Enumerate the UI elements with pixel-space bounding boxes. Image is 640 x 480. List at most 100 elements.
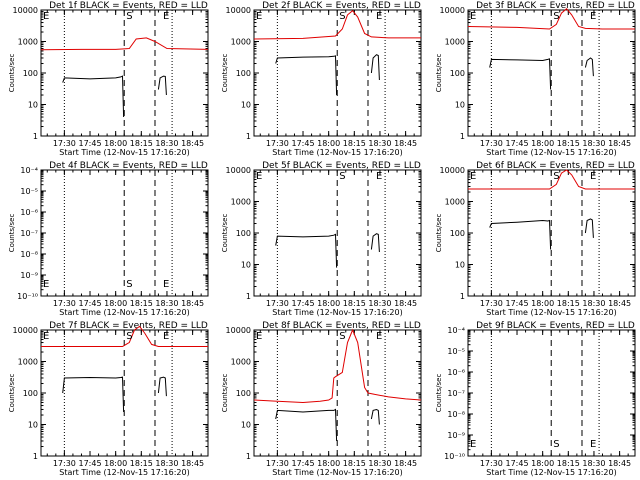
x-tick-label: 17:30 xyxy=(480,299,503,308)
panel-title: Det 8f BLACK = Events, RED = LLD xyxy=(262,321,421,331)
y-tick-label: 1 xyxy=(33,452,38,461)
events-series-line xyxy=(62,376,125,413)
x-tick-label: 18:15 xyxy=(343,459,366,468)
events-series-line xyxy=(275,233,338,268)
end-marker-label: E xyxy=(590,439,596,450)
x-tick-label: 18:30 xyxy=(582,299,605,308)
detector-panel: Det 2f BLACK = Events, RED = LLD 1 10 100 10… xyxy=(221,1,422,157)
events-series-line xyxy=(62,75,125,118)
y-tick-label: 10 xyxy=(241,261,251,270)
y-tick-label: 10⁻⁷ xyxy=(20,229,38,238)
x-axis-label: Start Time (12-Nov-15 17:16:20) xyxy=(272,468,402,477)
x-tick-label: 18:30 xyxy=(368,459,391,468)
x-tick-label: 18:30 xyxy=(368,299,391,308)
x-tick-label: 17:45 xyxy=(291,299,314,308)
x-tick-label: 18:00 xyxy=(317,299,340,308)
y-tick-label: 10⁻¹⁰ xyxy=(444,452,465,461)
y-tick-label: 10⁻⁵ xyxy=(20,187,38,196)
x-axis-label: Start Time (12-Nov-15 17:16:20) xyxy=(59,308,189,317)
x-axis-label: Start Time (12-Nov-15 17:16:20) xyxy=(272,148,402,157)
y-tick-label: 100 xyxy=(450,229,465,238)
start-marker-label: S xyxy=(126,279,132,290)
y-tick-label: 1 xyxy=(33,132,38,141)
x-tick-label: 18:15 xyxy=(343,299,366,308)
x-tick-label: 18:30 xyxy=(155,139,178,148)
lld-series-line xyxy=(41,325,208,347)
y-axis-label: Counts/sec xyxy=(8,214,16,253)
y-tick-label: 10⁻¹⁰ xyxy=(17,292,38,301)
end-marker-label: E xyxy=(163,331,169,342)
edge-marker-label: E xyxy=(256,11,262,22)
end-marker-label: E xyxy=(163,11,169,22)
y-tick-label: 10⁻⁵ xyxy=(447,347,465,356)
y-tick-label: 10⁻⁷ xyxy=(447,389,465,398)
y-tick-label: 100 xyxy=(23,389,38,398)
detector-panel: Det 1f BLACK = Events, RED = LLD 1 10 100 10… xyxy=(8,1,209,157)
x-tick-label: 18:30 xyxy=(155,299,178,308)
x-tick-label: 17:45 xyxy=(78,139,101,148)
x-axis-label: Start Time (12-Nov-15 17:16:20) xyxy=(486,148,616,157)
events-series-line xyxy=(489,219,552,250)
x-tick-label: 18:15 xyxy=(130,459,153,468)
lld-series-line xyxy=(40,37,209,51)
y-tick-label: 10 xyxy=(455,101,465,110)
x-axis-label: Start Time (12-Nov-15 17:16:20) xyxy=(486,308,616,317)
y-tick-label: 10⁻⁹ xyxy=(447,431,465,440)
y-tick-label: 1000 xyxy=(18,358,38,367)
detector-panel: Det 9f BLACK = Events, RED = LLD 10⁻¹⁰ 10⁻… xyxy=(435,321,636,477)
x-axis-label: Start Time (12-Nov-15 17:16:20) xyxy=(486,468,616,477)
detector-panel: Det 8f BLACK = Events, RED = LLD 1 10 100 10… xyxy=(221,321,422,477)
x-tick-label: 18:00 xyxy=(104,299,127,308)
y-tick-label: 10⁻⁸ xyxy=(447,410,465,419)
detector-panel: Det 5f BLACK = Events, RED = LLD 1 10 100 10… xyxy=(221,161,422,317)
x-tick-label: 17:30 xyxy=(480,139,503,148)
detector-panel: Det 7f BLACK = Events, RED = LLD 1 10 100 10… xyxy=(8,321,209,477)
y-tick-label: 10⁻⁴ xyxy=(20,166,38,175)
x-tick-label: 17:30 xyxy=(53,459,76,468)
events-series-line xyxy=(275,408,338,442)
detector-panel: Det 4f BLACK = Events, RED = LLD 10⁻¹⁰ 10⁻… xyxy=(8,161,209,317)
y-tick-label: 10⁻⁸ xyxy=(20,250,38,259)
y-axis-label: Counts/sec xyxy=(221,214,229,253)
x-tick-label: 18:00 xyxy=(531,459,554,468)
y-tick-label: 10 xyxy=(455,261,465,270)
end-marker-label: E xyxy=(590,11,596,22)
lld-series-line xyxy=(253,328,422,404)
panel-title: Det 4f BLACK = Events, RED = LLD xyxy=(49,161,208,171)
y-tick-label: 10⁻⁶ xyxy=(20,208,38,217)
x-tick-label: 18:30 xyxy=(582,459,605,468)
y-tick-label: 1 xyxy=(246,292,251,301)
end-marker-label: E xyxy=(376,11,382,22)
x-tick-label: 17:30 xyxy=(53,299,76,308)
x-tick-label: 18:30 xyxy=(368,139,391,148)
start-marker-label: S xyxy=(553,439,559,450)
x-tick-label: 18:30 xyxy=(582,139,605,148)
events-series-line xyxy=(370,408,380,425)
y-tick-label: 10000 xyxy=(226,326,251,335)
edge-marker-label: E xyxy=(470,439,476,450)
edge-marker-label: E xyxy=(43,11,49,22)
end-marker-label: E xyxy=(376,171,382,182)
events-series-line xyxy=(370,54,380,81)
x-tick-label: 18:15 xyxy=(130,139,153,148)
start-marker-label: S xyxy=(553,11,559,22)
x-tick-label: 17:45 xyxy=(505,459,528,468)
x-tick-label: 18:15 xyxy=(557,459,580,468)
start-marker-label: S xyxy=(339,171,345,182)
y-tick-label: 1 xyxy=(460,292,465,301)
x-tick-label: 18:00 xyxy=(531,139,554,148)
x-tick-label: 18:15 xyxy=(130,299,153,308)
panel-title: Det 2f BLACK = Events, RED = LLD xyxy=(262,1,421,11)
detector-panel: Det 6f BLACK = Events, RED = LLD 1 10 100 10… xyxy=(435,161,636,317)
y-tick-label: 1000 xyxy=(231,38,251,47)
lld-series-line xyxy=(467,7,635,30)
y-tick-label: 1000 xyxy=(445,198,465,207)
y-tick-label: 10000 xyxy=(226,166,251,175)
x-tick-label: 17:45 xyxy=(505,139,528,148)
y-tick-label: 10000 xyxy=(13,6,38,15)
y-axis-label: Counts/sec xyxy=(221,54,229,93)
y-tick-label: 1 xyxy=(460,132,465,141)
x-tick-label: 17:45 xyxy=(505,299,528,308)
x-tick-label: 18:45 xyxy=(608,139,631,148)
